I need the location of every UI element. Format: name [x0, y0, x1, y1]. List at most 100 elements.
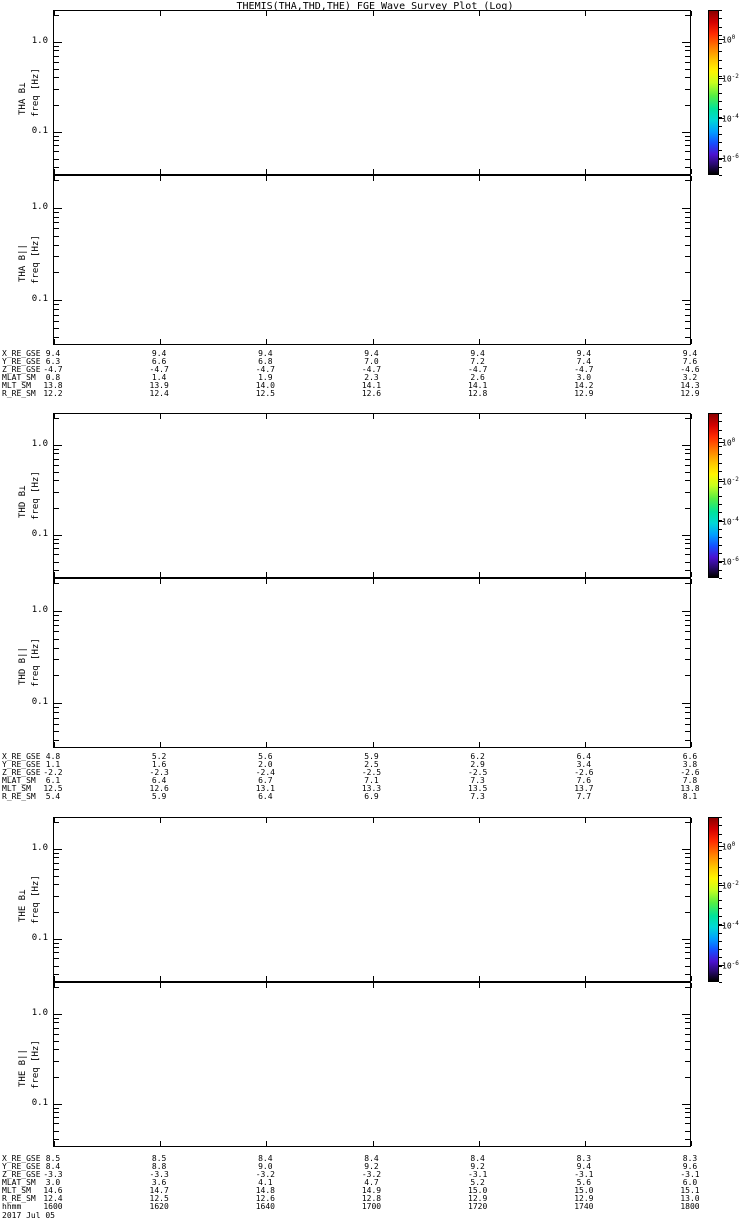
annotation-value: 9.0	[258, 1162, 273, 1171]
annotation-value: -3.1	[468, 1170, 488, 1179]
colorbar-minor-tick	[719, 916, 722, 917]
panel-unit-label-thd-bpar: freq [Hz]	[31, 638, 41, 687]
annotation-value: 8.5	[151, 1154, 167, 1163]
annotation-value: 8.3	[576, 1154, 592, 1163]
annotation-value: 12.9	[680, 389, 700, 398]
panel-label-the-bperp: THE B⊥	[18, 888, 28, 922]
colorbar-minor-tick	[719, 537, 722, 538]
annotation-value: 9.4	[151, 349, 167, 358]
date-stamp: 2017 Jul 05	[2, 1211, 55, 1220]
annotation-block-the: X_RE_GSE Y_RE_GSE Z_RE_GSE MLAT_SM MLT_SM R_R…	[0, 1155, 750, 1213]
annotation-value: 14.2	[574, 381, 594, 390]
colorbar-tick-label: 10-4	[722, 113, 739, 124]
plot-panel-the-bperp	[53, 817, 692, 982]
colorbar-tick-label: 10-4	[722, 920, 739, 931]
page-title: THEMIS(THA,THD,THE) FGE Wave Survey Plot…	[236, 1, 514, 12]
annotation-value: 14.0	[255, 381, 275, 390]
colorbar-minor-tick	[719, 562, 722, 563]
annotation-value: 12.4	[43, 1194, 63, 1203]
annotation-value: -4.7	[361, 365, 382, 374]
colorbar-minor-tick	[719, 512, 722, 513]
colorbar-tick	[719, 925, 724, 926]
colorbar-minor-tick	[719, 471, 722, 472]
colorbar-minor-tick	[719, 454, 722, 455]
colorbar-minor-tick	[719, 817, 722, 818]
colorbar-minor-tick	[719, 949, 722, 950]
colorbar-minor-tick	[719, 891, 722, 892]
panel-unit-label-thd-bperp: freq [Hz]	[31, 470, 41, 520]
colorbar-0	[708, 10, 719, 175]
y-axis-tick-label: 0.1	[31, 1097, 48, 1108]
annotation-value: 0.8	[45, 373, 61, 382]
colorbar-minor-tick	[719, 941, 722, 942]
annotation-row-label: X_RE_GSE	[2, 1154, 41, 1163]
annotation-value: 1.6	[151, 760, 167, 769]
colorbar-tick-label: 100	[722, 33, 736, 45]
annotation-value: 3.8	[682, 760, 698, 769]
annotation-value: 1.4	[151, 373, 167, 382]
annotation-value: 12.6	[255, 1194, 275, 1203]
colorbar-tick	[719, 561, 724, 562]
colorbar-minor-tick	[719, 570, 722, 571]
colorbar-tick	[719, 158, 724, 159]
annotation-value: 9.4	[682, 349, 698, 358]
colorbar-minor-tick	[719, 858, 722, 859]
colorbar-minor-tick	[719, 18, 722, 19]
annotation-value: 1740	[574, 1202, 594, 1211]
colorbar-minor-tick	[719, 84, 722, 85]
annotation-value: 13.7	[574, 784, 594, 793]
colorbar-minor-tick	[719, 850, 722, 851]
panel-label-the-bpar: THE B||	[18, 1048, 28, 1087]
annotation-value: 14.9	[361, 1186, 382, 1195]
annotation-value: 12.5	[255, 389, 275, 398]
annotation-value: 13.0	[680, 1194, 700, 1203]
colorbar-minor-tick	[719, 982, 722, 983]
y-axis-tick-label: 0.1	[31, 294, 48, 305]
colorbar-minor-tick	[719, 545, 722, 546]
annotation-value: 8.1	[682, 792, 698, 801]
colorbar-minor-tick	[719, 933, 722, 934]
annotation-value: 4.7	[364, 1178, 379, 1187]
annotation-row-label: X_RE_GSE	[2, 752, 41, 761]
annotation-value: 12.9	[574, 1194, 594, 1203]
annotation-value: 12.9	[468, 1194, 488, 1203]
annotation-value: 9.4	[576, 1162, 592, 1171]
y-axis-tick-label: 0.1	[31, 528, 48, 539]
colorbar-tick-label: 10-6	[722, 555, 739, 567]
colorbar-minor-tick	[719, 421, 722, 422]
annotation-value: 6.9	[364, 792, 379, 801]
annotation-value: 9.4	[45, 349, 61, 358]
annotation-value: 5.2	[470, 1178, 485, 1187]
annotation-row-label: Z_RE_GSE	[2, 1170, 41, 1179]
annotation-value: 14.8	[255, 1186, 275, 1195]
colorbar-tick	[719, 965, 724, 966]
colorbar-minor-tick	[719, 463, 722, 464]
annotation-value: 9.6	[682, 1162, 698, 1171]
annotation-value: 2.9	[470, 760, 485, 769]
annotation-value: 1640	[255, 1202, 275, 1211]
annotation-value: 1.9	[258, 373, 273, 382]
annotation-row-label: MLT_SM	[2, 381, 31, 390]
annotation-value: 1800	[680, 1202, 700, 1211]
annotation-row-label: MLT_SM	[2, 1186, 31, 1195]
colorbar-minor-tick	[719, 578, 722, 579]
annotation-value: 7.2	[470, 357, 485, 366]
annotation-value: -4.6	[680, 365, 700, 374]
annotation-value: 6.6	[682, 752, 698, 761]
colorbar-minor-tick	[719, 553, 722, 554]
plot-panel-tha-bpar	[53, 175, 692, 345]
colorbar-minor-tick	[719, 35, 722, 36]
colorbar-minor-tick	[719, 109, 722, 110]
colorbar-minor-tick	[719, 60, 722, 61]
annotation-value: -4.7	[574, 365, 594, 374]
colorbar-minor-tick	[719, 504, 722, 505]
annotation-value: 6.6	[151, 357, 167, 366]
colorbar-minor-tick	[719, 908, 722, 909]
annotation-value: 2.5	[364, 760, 379, 769]
colorbar-minor-tick	[719, 883, 722, 884]
annotation-value: -2.5	[361, 768, 382, 777]
annotation-row-label: R_RE_SM	[2, 1194, 36, 1203]
annotation-value: 6.7	[258, 776, 273, 785]
panel-label-tha-bpar: THA B||	[18, 244, 28, 282]
annotation-value: 12.4	[149, 389, 169, 398]
